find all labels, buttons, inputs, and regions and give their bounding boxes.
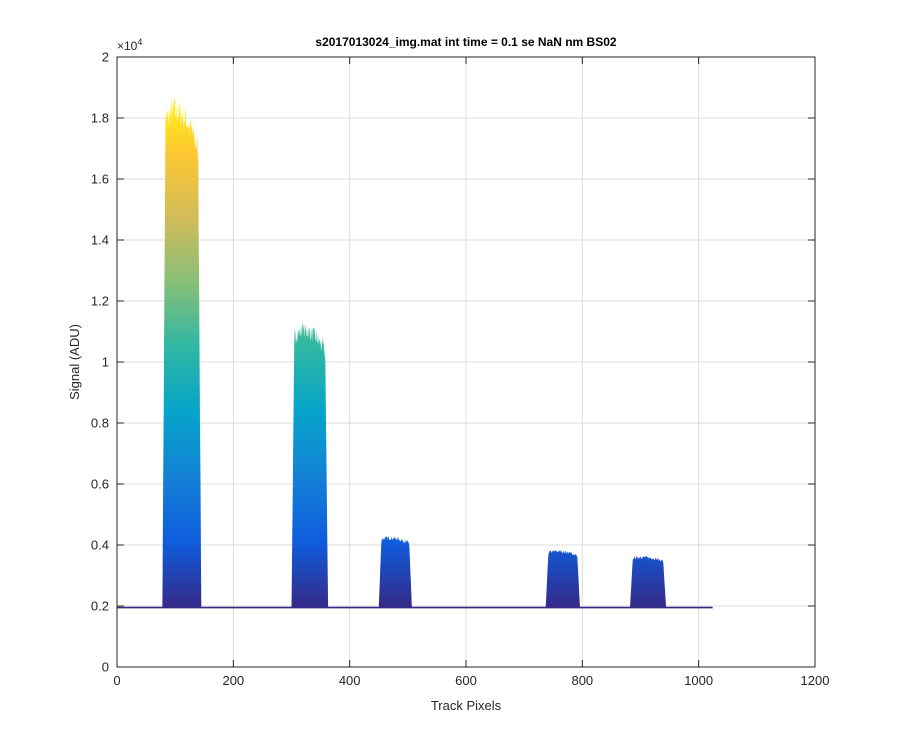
y-tick-label: 0: [102, 660, 109, 675]
y-tick-label: 1.2: [91, 294, 109, 309]
grid-lines: [117, 57, 815, 667]
x-tick-label: 400: [339, 673, 361, 688]
y-axis-label: Signal (ADU): [67, 324, 82, 400]
x-tick-label: 200: [222, 673, 244, 688]
y-tick-label: 0.2: [91, 599, 109, 614]
y-tick-label: 0.4: [91, 538, 109, 553]
signal-peak-1: [162, 96, 202, 608]
y-axis-ticks: 0 0.2 0.4 0.6 0.8 1 1.2 1.4 1.6 1.8 2: [91, 50, 815, 675]
x-axis-label: Track Pixels: [431, 698, 502, 713]
y-tick-label: 1.6: [91, 172, 109, 187]
chart-title: s2017013024_img.mat int time = 0.1 se Na…: [315, 35, 616, 49]
y-tick-label: 1.8: [91, 111, 109, 126]
y-tick-label: 1: [102, 355, 109, 370]
y-tick-label: 0.8: [91, 416, 109, 431]
signal-peak-2: [291, 322, 329, 608]
y-tick-label: 1.4: [91, 233, 109, 248]
x-tick-label: 1000: [684, 673, 713, 688]
y-tick-label: 2: [102, 50, 109, 65]
x-tick-label: 600: [455, 673, 477, 688]
signal-peak-5: [630, 555, 667, 608]
y-exponent-base: ×10: [117, 39, 138, 53]
data-area: [117, 96, 713, 609]
x-tick-label: 800: [571, 673, 593, 688]
x-tick-label: 1200: [801, 673, 830, 688]
x-axis-ticks: 0 200 400 600 800 1000 1200: [113, 57, 829, 688]
signal-peak-3: [378, 535, 412, 608]
signal-peak-4: [545, 549, 580, 608]
x-tick-label: 0: [113, 673, 120, 688]
y-exponent-label: ×104: [117, 37, 142, 53]
y-exponent-power: 4: [137, 37, 142, 47]
y-tick-label: 0.6: [91, 477, 109, 492]
